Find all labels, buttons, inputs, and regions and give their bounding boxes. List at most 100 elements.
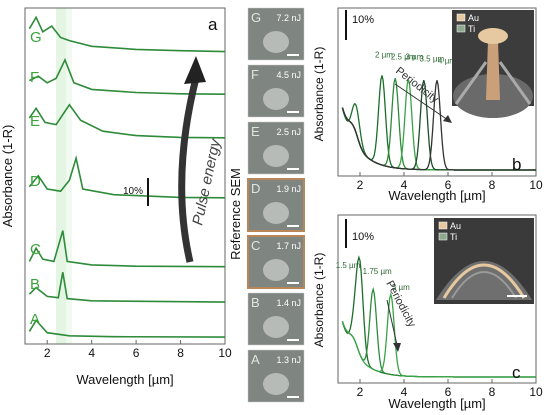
sem-bump: [263, 31, 289, 53]
curve-label-A: A: [30, 311, 40, 328]
panel-c-xlabel: Wavelength [µm]: [388, 396, 485, 411]
panel-b-xlabel: Wavelength [µm]: [388, 188, 485, 203]
panel-b-tick-label: 2: [357, 178, 364, 192]
panel-letter-c: c: [512, 363, 521, 382]
inset-sem-image-c: Au Ti: [434, 218, 534, 304]
highlight-band: [66, 8, 72, 344]
peak-label: 2 µm: [375, 51, 393, 60]
sem-tile-letter: C: [251, 238, 260, 253]
curve-label-G: G: [30, 29, 42, 46]
panel-a-tick-label: 8: [177, 346, 184, 360]
panel-b-x-ticks: 2 4 6 8 10: [357, 172, 543, 192]
sem-tile-energy: 1.3 nJ: [276, 355, 301, 365]
scale-bar-label: 10%: [352, 14, 374, 26]
sem-tile-energy: 2.5 nJ: [276, 127, 301, 137]
sem-tile-energy: 4.5 nJ: [276, 70, 301, 80]
periodicity-label: Periodicity: [393, 65, 441, 106]
periodicity-arrow: [386, 299, 398, 346]
panel-letter-a: a: [208, 15, 218, 34]
scale-bar-label: 10%: [352, 231, 374, 243]
panel-a-frame: [24, 7, 226, 345]
spectrum-panel-c: [341, 292, 536, 378]
spectrum-panel-b: [341, 80, 536, 171]
spectrum-B: [28, 272, 226, 303]
sem-tile-letter: A: [251, 352, 260, 367]
spectrum-A: [28, 319, 226, 338]
curve-label-F: F: [30, 69, 39, 86]
sem-tiles: G 7.2 nJ F 4.5 nJ E 2.5 nJ D 1.9 nJ C 1.7 nJ B 1.4 …: [247, 7, 305, 403]
peak-label: 1.5 µm: [336, 261, 361, 270]
peak-label: 3 µm: [405, 53, 423, 62]
panel-a: G F E D C B A 2 4 6 8 10 a Wavelength [µm] Absorba…: [0, 7, 232, 387]
panel-a-ylabel: Absorbance (1-R): [0, 125, 15, 228]
periodicity-arrow: [394, 83, 449, 121]
panel-b-tick-label: 6: [445, 178, 452, 192]
sem-bump: [263, 202, 289, 224]
curve-label-C: C: [30, 241, 41, 258]
spectrum-C: [28, 230, 226, 268]
au-label: Au: [450, 221, 461, 231]
sem-bump: [263, 316, 289, 338]
panel-c-tick-label: 2: [357, 385, 364, 399]
sem-bump: [263, 259, 289, 281]
peak-label: 2.5 µm: [391, 53, 416, 62]
inset-au-layer: [442, 263, 526, 299]
panel-c-tick-label: 4: [401, 385, 408, 399]
highlight-band: [56, 8, 66, 344]
ti-label: Ti: [468, 24, 475, 34]
panel-b-frame: [337, 7, 537, 177]
sem-tile-energy: 1.9 nJ: [276, 184, 301, 194]
sem-tile-letter: F: [251, 67, 259, 82]
panel-c-tick-label: 6: [445, 385, 452, 399]
sem-tile-letter: B: [251, 295, 260, 310]
sem-tile-energy: 1.4 nJ: [276, 298, 301, 308]
sem-column-title: Reference SEM: [228, 168, 243, 260]
pulse-energy-label: Pulse energy: [189, 136, 224, 227]
peak-label: 3 µm: [392, 283, 410, 292]
ti-swatch: [456, 24, 466, 33]
curve-label-D: D: [30, 173, 41, 190]
sem-tile-energy: 1.7 nJ: [276, 241, 301, 251]
inset-stem: [486, 40, 500, 100]
panel-a-tick-label: 6: [133, 346, 140, 360]
curve-label-B: B: [30, 276, 40, 293]
sem-column: Reference SEM G 7.2 nJ F 4.5 nJ E 2.5 nJ D 1.9 …: [228, 7, 305, 403]
au-label: Au: [468, 13, 479, 23]
inset-ridges: [454, 61, 532, 105]
curve-label-E: E: [30, 113, 40, 130]
periodicity-arrowhead: [443, 115, 452, 123]
au-swatch: [456, 13, 466, 22]
panel-letter-b: b: [512, 155, 521, 174]
spectrum-F: [29, 57, 226, 95]
inset-cap: [478, 28, 508, 44]
inset-sem-image-b: Au Ti: [452, 10, 534, 118]
panel-b-tick-label: 8: [489, 178, 496, 192]
au-swatch: [438, 221, 448, 230]
inset-ti-layer: [451, 271, 517, 299]
panel-c-curves: 1.5 µm1.75 µm3 µm: [336, 255, 536, 378]
sem-bump: [263, 373, 289, 395]
sem-bump: [263, 145, 289, 167]
panel-b-curves: 2 µm2.5 µm3 µm3.5 µm4 µm: [341, 51, 536, 171]
panel-c-ylabel: Absorbance (1-R): [312, 253, 326, 348]
panel-a-tick-label: 4: [88, 346, 95, 360]
panel-c-tick-label: 8: [489, 385, 496, 399]
ti-label: Ti: [450, 232, 457, 242]
inset-arch: [436, 261, 532, 300]
spectrum-G: [28, 15, 226, 53]
pulse-energy-arrowhead: [184, 56, 206, 84]
panel-a-x-ticks: 2 4 6 8 10: [44, 340, 232, 360]
panel-a-tick-label: 10: [218, 346, 232, 360]
pulse-energy-arrow: [178, 77, 200, 263]
panel-a-labels: G F E D C B A: [30, 29, 42, 328]
sem-bump: [263, 88, 289, 110]
spectrum-E: [28, 103, 226, 139]
panel-a-xlabel: Wavelength [µm]: [76, 372, 173, 387]
peak-label: 3.5 µm: [419, 55, 444, 64]
periodicity-arrowhead: [393, 343, 401, 352]
ti-swatch: [438, 232, 448, 241]
sem-tile-letter: D: [251, 181, 260, 196]
sem-tile-energy: 7.2 nJ: [276, 13, 301, 23]
